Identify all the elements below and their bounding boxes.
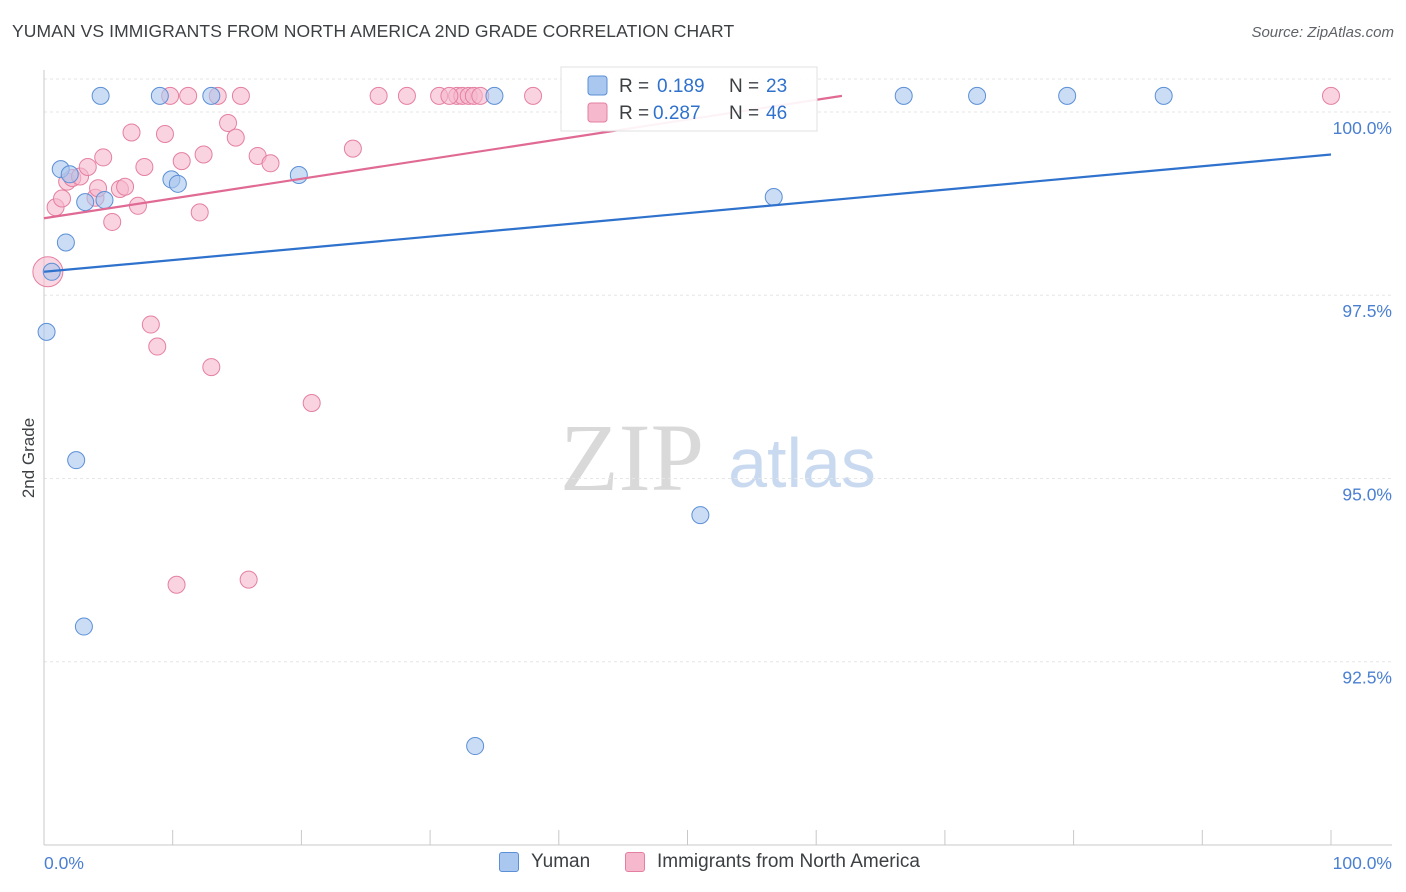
yuman-point-20 bbox=[968, 86, 987, 105]
yuman-point-3 bbox=[56, 233, 75, 252]
legend-r-value-immigrants: 0.287 bbox=[653, 103, 701, 124]
x-tick-label-min: 0.0% bbox=[44, 853, 84, 873]
yuman-point-16 bbox=[485, 86, 504, 105]
immigrants-point-16 bbox=[141, 315, 160, 334]
yuman-point-6 bbox=[74, 617, 93, 636]
legend-n-label-yuman: N = bbox=[729, 76, 759, 97]
immigrants-point-29 bbox=[231, 86, 250, 105]
immigrants-point-35 bbox=[369, 86, 388, 105]
legend-swatch-yuman-bottom bbox=[499, 852, 519, 872]
legend-swatch-immigrants bbox=[587, 102, 608, 123]
immigrants-point-2 bbox=[53, 189, 72, 208]
immigrants-point-13 bbox=[122, 123, 141, 142]
immigrants-point-22 bbox=[179, 86, 198, 105]
immigrants-point-12 bbox=[116, 177, 135, 196]
y-tick-label-0: 100.0% bbox=[1333, 118, 1392, 138]
chart-title: YUMAN VS IMMIGRANTS FROM NORTH AMERICA 2… bbox=[12, 21, 735, 41]
immigrants-point-17 bbox=[148, 337, 167, 356]
immigrants-point-34 bbox=[343, 139, 362, 158]
y-tick-labels: 100.0% 97.5% 95.0% 92.5% bbox=[1333, 118, 1392, 688]
legend-r-value-yuman: 0.189 bbox=[657, 76, 705, 97]
legend-n-label-immigrants: N = bbox=[729, 103, 759, 124]
series-immigrants-points bbox=[32, 86, 1340, 594]
legend-swatch-yuman bbox=[587, 75, 608, 96]
yuman-point-13 bbox=[202, 86, 221, 105]
immigrants-point-30 bbox=[239, 570, 258, 589]
source-credit: Source: ZipAtlas.com bbox=[1251, 24, 1394, 41]
yuman-point-7 bbox=[76, 193, 95, 212]
yuman-point-15 bbox=[466, 737, 485, 756]
immigrants-point-33 bbox=[302, 393, 321, 412]
yuman-point-17 bbox=[691, 506, 710, 525]
immigrants-point-45 bbox=[440, 86, 459, 105]
legend-item-immigrants[interactable]: Immigrants from North America bbox=[625, 851, 920, 873]
immigrants-point-28 bbox=[226, 128, 245, 147]
yuman-point-21 bbox=[1058, 86, 1077, 105]
immigrants-point-27 bbox=[219, 113, 238, 132]
legend-n-value-immigrants: 46 bbox=[766, 103, 787, 124]
yuman-point-8 bbox=[91, 86, 110, 105]
legend-label-yuman: Yuman bbox=[531, 851, 591, 872]
series-yuman-points bbox=[37, 86, 1173, 756]
legend-item-yuman[interactable]: Yuman bbox=[499, 851, 590, 873]
yuman-point-19 bbox=[894, 86, 913, 105]
immigrants-point-23 bbox=[190, 203, 209, 222]
immigrants-point-36 bbox=[397, 86, 416, 105]
yuman-point-12 bbox=[168, 174, 187, 193]
legend-r-label-yuman: R = bbox=[619, 76, 649, 97]
immigrants-point-44 bbox=[1322, 86, 1340, 105]
bottom-legend: Yuman Immigrants from North America bbox=[0, 851, 1406, 879]
immigrants-point-43 bbox=[524, 86, 543, 105]
yuman-point-0 bbox=[37, 322, 56, 341]
legend-label-immigrants: Immigrants from North America bbox=[657, 851, 920, 872]
x-ticks bbox=[43, 830, 1332, 845]
yuman-point-5 bbox=[67, 451, 86, 470]
y-tick-label-1: 97.5% bbox=[1342, 301, 1392, 321]
y-tick-label-3: 92.5% bbox=[1342, 668, 1392, 688]
stats-legend: R = 0.189 N = 23 R = 0.287 N = 46 bbox=[560, 66, 818, 132]
immigrants-point-10 bbox=[103, 212, 122, 231]
immigrants-point-21 bbox=[172, 152, 191, 171]
immigrants-point-20 bbox=[167, 575, 186, 594]
x-tick-label-max: 100.0% bbox=[1333, 853, 1392, 873]
legend-swatch-immigrants-bottom bbox=[625, 852, 645, 872]
yuman-point-18 bbox=[764, 188, 783, 207]
yuman-trendline bbox=[43, 153, 1332, 273]
yuman-point-10 bbox=[150, 86, 169, 105]
immigrants-point-15 bbox=[135, 157, 154, 176]
immigrants-point-24 bbox=[194, 145, 213, 164]
yuman-point-9 bbox=[95, 190, 114, 209]
legend-n-value-yuman: 23 bbox=[766, 76, 787, 97]
yuman-point-22 bbox=[1154, 86, 1173, 105]
immigrants-point-18 bbox=[155, 124, 174, 143]
immigrants-point-32 bbox=[261, 154, 280, 173]
watermark-atlas: atlas bbox=[728, 424, 876, 502]
watermark-zip: ZIP bbox=[560, 404, 704, 511]
y-axis-label: 2nd Grade bbox=[19, 418, 38, 498]
immigrants-point-25 bbox=[202, 358, 221, 377]
yuman-point-4 bbox=[60, 165, 79, 184]
immigrants-point-6 bbox=[78, 157, 97, 176]
legend-r-label-immigrants: R = bbox=[619, 103, 649, 124]
immigrants-point-9 bbox=[94, 148, 113, 167]
y-tick-label-2: 95.0% bbox=[1342, 484, 1392, 504]
